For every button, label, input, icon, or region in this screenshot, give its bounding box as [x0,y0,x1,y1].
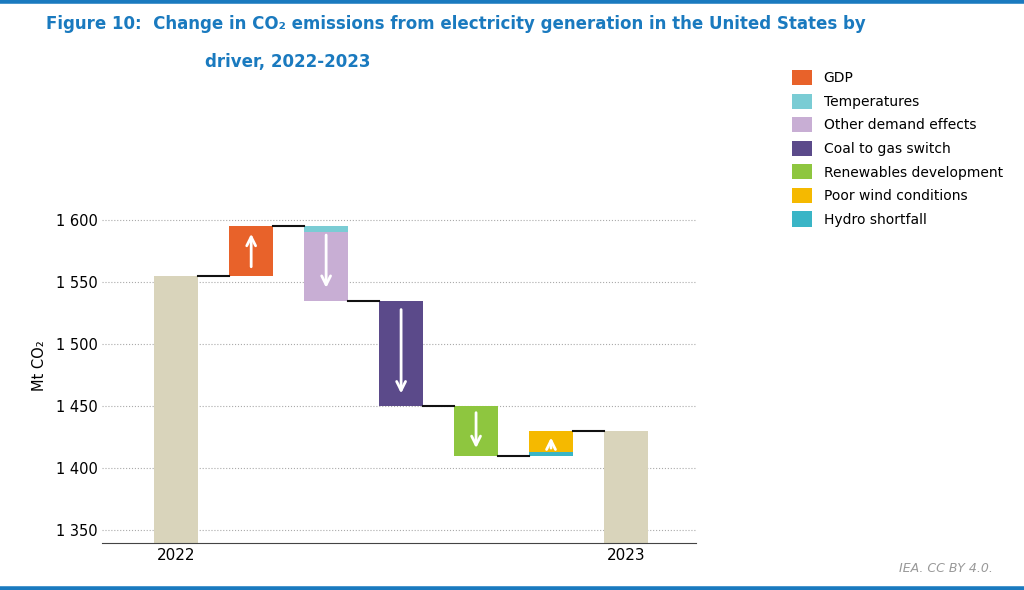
Bar [529,431,572,452]
Bar [454,406,498,456]
Bar [155,276,198,543]
Y-axis label: Mt CO₂: Mt CO₂ [33,340,47,391]
Bar [379,300,423,406]
Bar [304,226,348,300]
Bar [229,226,273,276]
Legend: GDP, Temperatures, Other demand effects, Coal to gas switch, Renewables developm: GDP, Temperatures, Other demand effects,… [787,66,1007,231]
Bar [529,452,572,456]
Bar [604,431,648,543]
Text: IEA. CC BY 4.0.: IEA. CC BY 4.0. [899,562,993,575]
Text: Figure 10:  Change in CO₂ emissions from electricity generation in the United St: Figure 10: Change in CO₂ emissions from … [46,15,866,33]
Bar [304,226,348,232]
Text: driver, 2022-2023: driver, 2022-2023 [205,53,371,71]
